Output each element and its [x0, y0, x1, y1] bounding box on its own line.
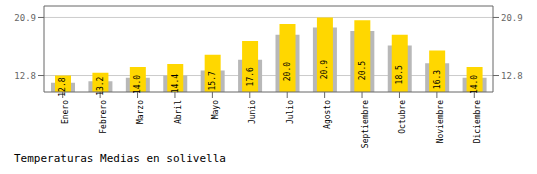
svg-text:14.0: 14.0	[133, 75, 142, 94]
svg-text:14.4: 14.4	[171, 74, 180, 93]
svg-text:Agosto: Agosto	[323, 100, 332, 129]
svg-text:20.9: 20.9	[320, 60, 329, 79]
svg-text:Octubre: Octubre	[398, 100, 407, 134]
svg-text:14.0: 14.0	[470, 75, 479, 94]
svg-text:Junio: Junio	[248, 100, 257, 124]
svg-text:16.3: 16.3	[433, 70, 442, 89]
svg-text:17.6: 17.6	[246, 67, 255, 86]
svg-text:18.5: 18.5	[395, 65, 404, 84]
svg-text:12.8: 12.8	[59, 77, 68, 96]
svg-text:Mayo: Mayo	[211, 100, 220, 119]
svg-text:12.8: 12.8	[14, 71, 36, 81]
svg-text:20.9: 20.9	[14, 13, 36, 23]
svg-text:Septiembre: Septiembre	[361, 100, 370, 148]
svg-text:15.7: 15.7	[208, 71, 217, 90]
svg-text:20.5: 20.5	[358, 61, 367, 80]
svg-text:12.8: 12.8	[501, 71, 523, 81]
svg-text:Abril: Abril	[174, 100, 183, 124]
svg-text:20.9: 20.9	[501, 13, 523, 23]
html-text:Temperaturas Medias en solivel: Temperaturas Medias en solivella	[14, 152, 226, 165]
svg-text:Diciembre: Diciembre	[473, 100, 482, 144]
svg-text:Febrero: Febrero	[99, 100, 108, 134]
svg-text:Noviembre: Noviembre	[436, 100, 445, 144]
svg-text:Marzo: Marzo	[136, 100, 145, 124]
svg-text:Julio: Julio	[286, 100, 295, 124]
svg-text:Enero: Enero	[61, 100, 70, 124]
svg-text:20.0: 20.0	[283, 62, 292, 81]
svg-text:13.2: 13.2	[96, 76, 105, 95]
